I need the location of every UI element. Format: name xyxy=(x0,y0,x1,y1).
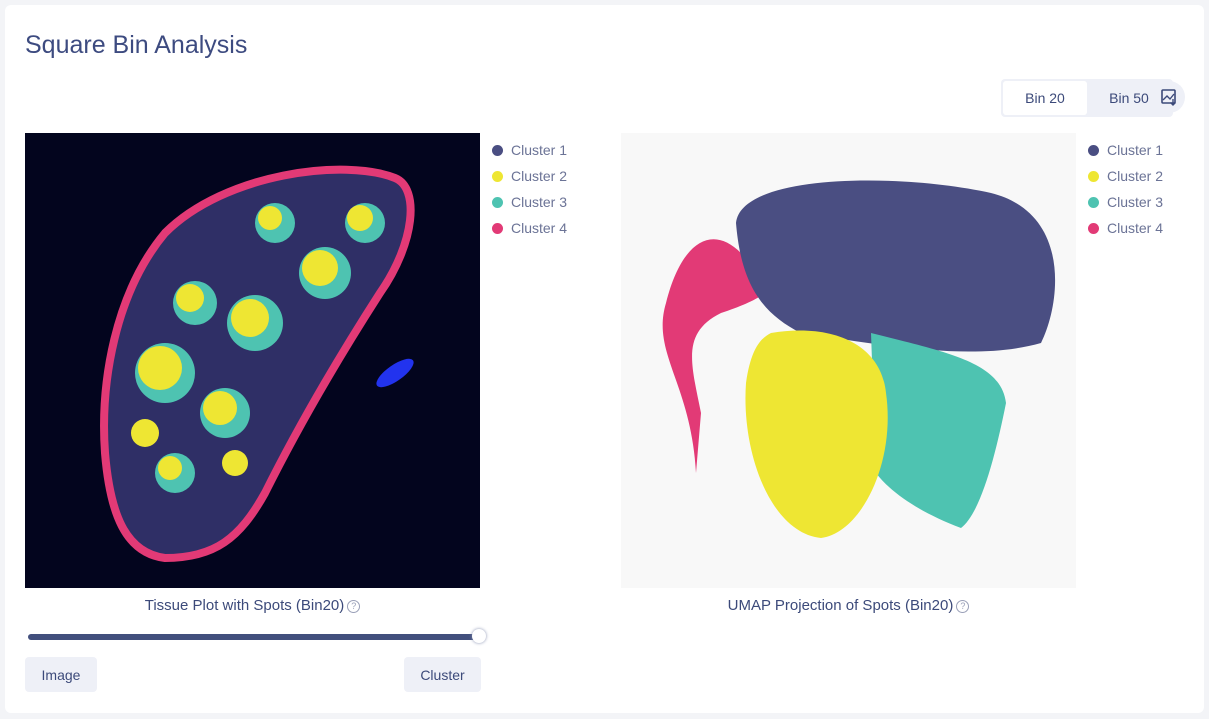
legend-item[interactable]: Cluster 4 xyxy=(492,215,567,241)
bin-20-button[interactable]: Bin 20 xyxy=(1003,81,1087,115)
legend-item[interactable]: Cluster 1 xyxy=(492,137,567,163)
legend-item[interactable]: Cluster 2 xyxy=(1088,163,1163,189)
question-circle-icon[interactable]: ? xyxy=(956,599,970,613)
tissue-legend: Cluster 1 Cluster 2 Cluster 3 Cluster 4 xyxy=(492,137,567,241)
opacity-slider[interactable] xyxy=(28,629,486,643)
cluster-button[interactable]: Cluster xyxy=(404,657,481,692)
image-button[interactable]: Image xyxy=(25,657,97,692)
download-image-button[interactable] xyxy=(1153,81,1185,113)
umap-caption: UMAP Projection of Spots (Bin20)? xyxy=(621,597,1076,614)
legend-item[interactable]: Cluster 1 xyxy=(1088,137,1163,163)
slider-handle[interactable] xyxy=(472,629,486,643)
question-circle-icon[interactable]: ? xyxy=(347,599,361,613)
legend-item[interactable]: Cluster 3 xyxy=(492,189,567,215)
legend-item[interactable]: Cluster 4 xyxy=(1088,215,1163,241)
page-title: Square Bin Analysis xyxy=(25,31,248,59)
legend-item[interactable]: Cluster 2 xyxy=(492,163,567,189)
umap-plot[interactable] xyxy=(621,133,1076,588)
bin-selector: Bin 20 Bin 50 xyxy=(1001,79,1173,117)
tissue-caption: Tissue Plot with Spots (Bin20)? xyxy=(25,597,480,614)
square-bin-panel: Square Bin Analysis Bin 20 Bin 50 Cluste… xyxy=(5,5,1204,713)
bin-50-button[interactable]: Bin 50 xyxy=(1109,90,1149,106)
umap-legend: Cluster 1 Cluster 2 Cluster 3 Cluster 4 xyxy=(1088,137,1163,241)
legend-item[interactable]: Cluster 3 xyxy=(1088,189,1163,215)
tissue-plot[interactable] xyxy=(25,133,480,588)
image-download-icon xyxy=(1161,89,1176,106)
